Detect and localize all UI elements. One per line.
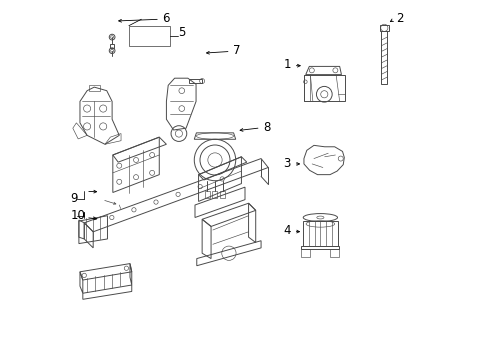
Text: 10: 10 — [71, 209, 86, 222]
Bar — [129, 26, 170, 46]
Text: 3: 3 — [283, 157, 291, 170]
Text: 7: 7 — [233, 44, 241, 57]
Text: 6: 6 — [162, 12, 170, 25]
Text: 4: 4 — [283, 224, 291, 237]
Text: 9: 9 — [71, 192, 78, 205]
Text: 2: 2 — [396, 12, 404, 25]
Text: 1: 1 — [283, 58, 291, 72]
Text: 8: 8 — [263, 121, 270, 134]
Text: 5: 5 — [178, 26, 186, 39]
